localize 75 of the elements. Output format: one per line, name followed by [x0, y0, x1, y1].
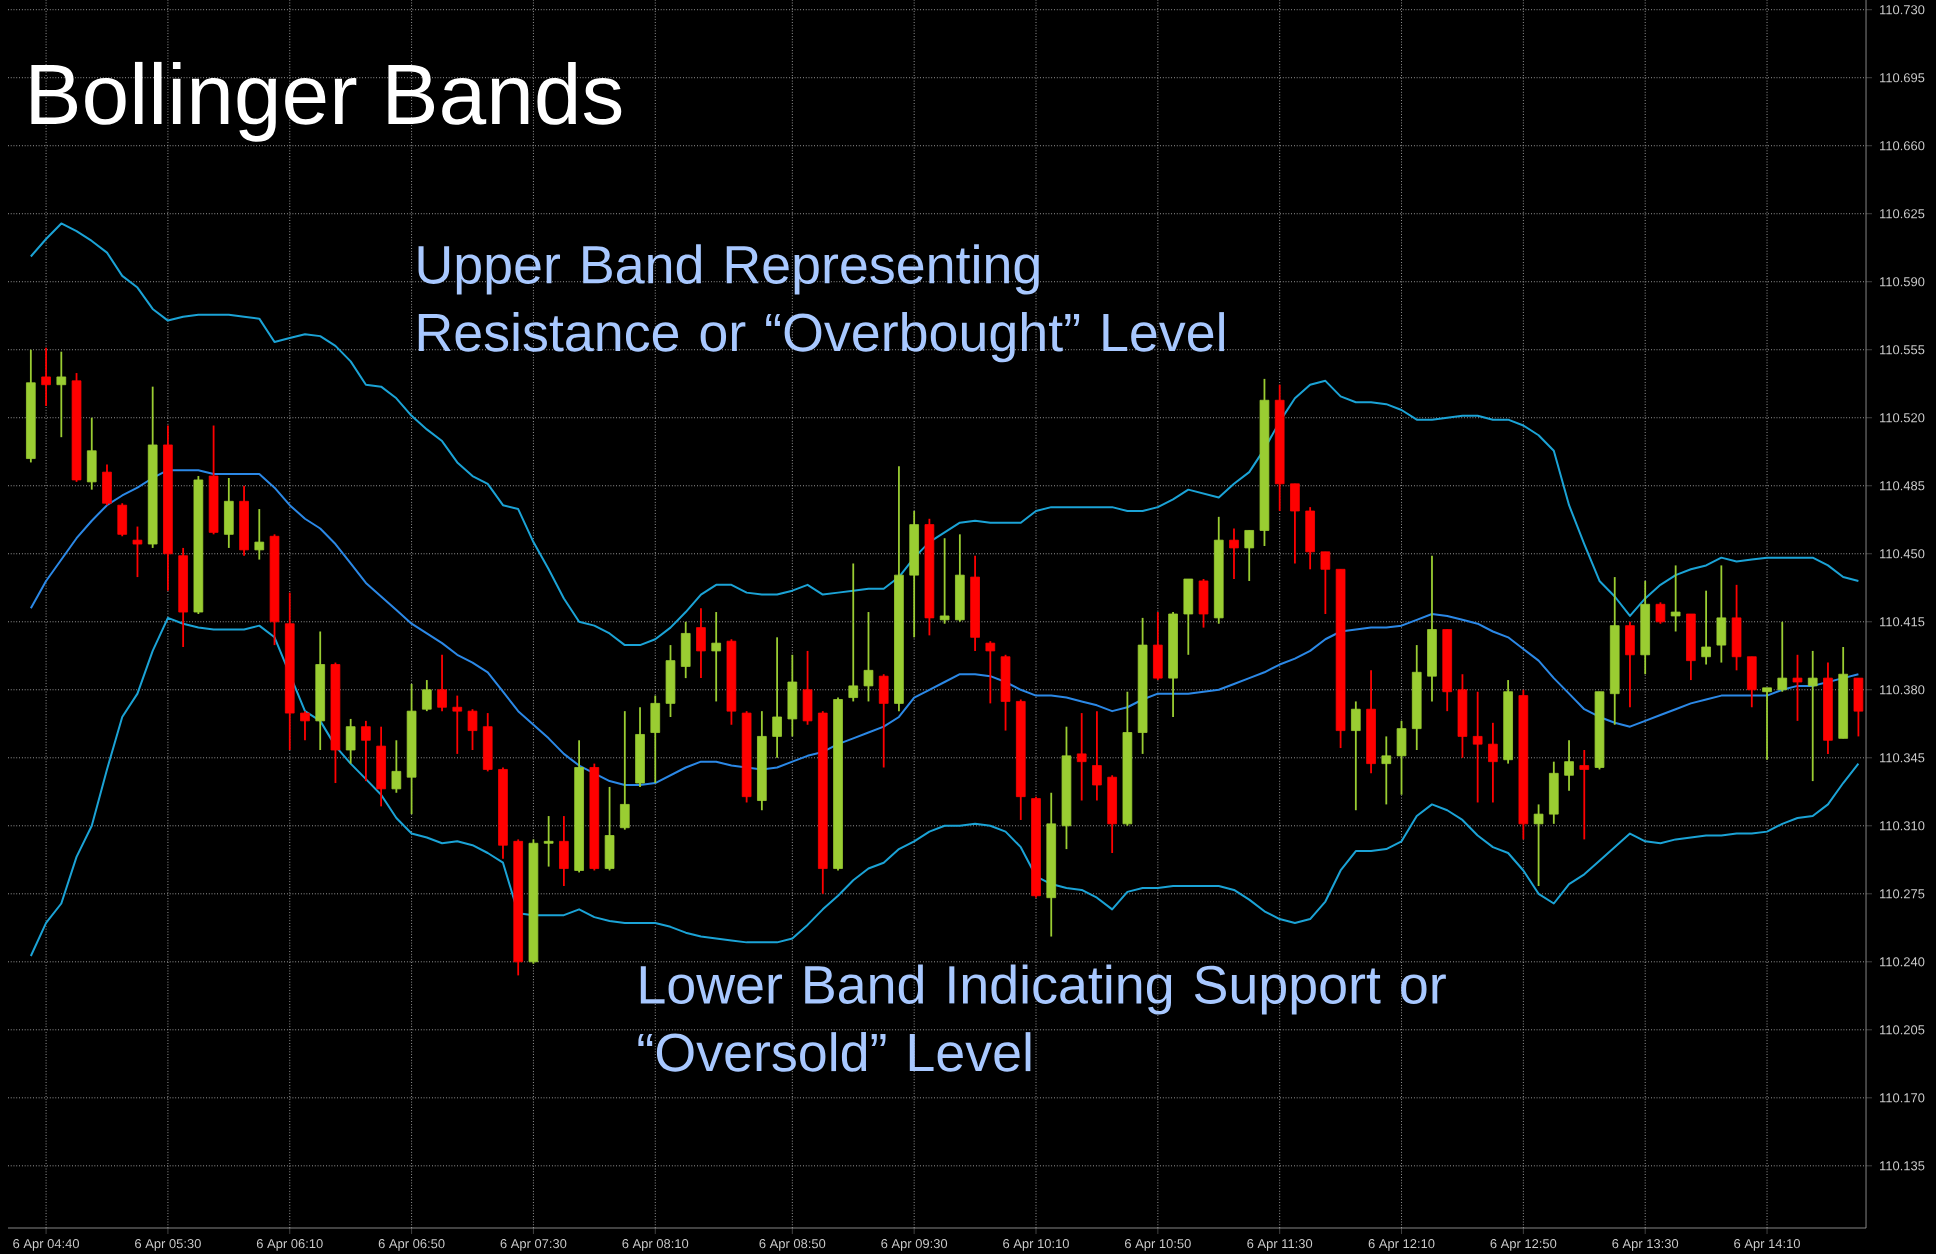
candlestick	[1229, 527, 1239, 580]
candlestick	[1625, 620, 1635, 709]
candlestick	[1731, 583, 1742, 672]
candlestick	[391, 739, 402, 794]
candlestick	[224, 477, 234, 549]
candlestick	[1488, 721, 1498, 804]
candlestick	[1762, 686, 1772, 761]
candlestick	[1533, 803, 1544, 887]
candlestick	[1427, 554, 1437, 703]
candlestick	[86, 416, 97, 491]
candlestick	[696, 607, 706, 680]
candlestick	[1472, 690, 1483, 804]
candlestick	[1701, 589, 1711, 666]
candlestick	[1351, 700, 1361, 812]
candlestick	[619, 710, 630, 831]
candlestick	[254, 508, 265, 561]
annotation: Upper Band Representing Resistance or “Overbought” Level	[418, 244, 1224, 363]
candlestick	[41, 346, 51, 407]
candlestick	[1396, 719, 1407, 796]
candlestick	[1686, 613, 1696, 681]
candlestick	[665, 644, 676, 718]
candlestick	[1092, 710, 1102, 802]
candlestick	[559, 815, 569, 887]
candlestick	[1381, 735, 1392, 806]
candlestick	[56, 350, 67, 439]
candlestick	[300, 710, 310, 742]
candlestick	[132, 525, 143, 578]
candlestick	[1853, 677, 1864, 738]
candlestick	[1807, 650, 1818, 782]
candlestick	[1746, 655, 1757, 709]
candlestick	[787, 653, 798, 738]
candlestick	[939, 537, 950, 625]
candlestick	[680, 620, 691, 680]
candlestick	[361, 719, 371, 782]
candlestick	[1290, 482, 1300, 565]
candlestick	[437, 653, 447, 713]
candlestick	[345, 718, 356, 765]
candlestick	[467, 708, 478, 751]
candlestick	[422, 679, 432, 713]
candlestick	[1107, 774, 1117, 854]
candlestick	[1183, 578, 1194, 656]
candlestick	[863, 611, 874, 703]
candlestick	[1777, 620, 1788, 693]
candlestick	[772, 636, 782, 759]
candlestick	[1564, 739, 1574, 792]
candlestick	[1305, 506, 1315, 571]
candlestick	[1244, 529, 1255, 582]
candlestick	[848, 562, 859, 703]
candlestick	[102, 463, 112, 507]
candlestick	[452, 694, 463, 755]
candlestick	[376, 725, 386, 808]
candlestick	[1716, 564, 1727, 664]
candlestick	[604, 786, 615, 872]
candlestick	[117, 502, 128, 538]
candlestick	[1792, 653, 1803, 722]
candlestick	[985, 640, 996, 705]
candlestick	[955, 533, 965, 623]
candlestick	[1076, 712, 1087, 802]
candlestick	[802, 650, 813, 726]
candlestick	[878, 673, 889, 769]
annotation: Lower Band Indicating Support or “Oversold” Level	[638, 964, 1446, 1072]
candlestick	[1655, 601, 1666, 625]
candlestick	[1670, 564, 1681, 633]
candlestick	[1000, 653, 1011, 732]
candlestick	[711, 611, 721, 703]
candlestick	[482, 712, 493, 773]
candlestick	[543, 815, 554, 868]
candlestick	[1198, 578, 1209, 629]
candlestick	[650, 694, 661, 784]
text: Bollinger Bands	[31, 61, 622, 142]
candlestick	[1579, 749, 1590, 841]
candlestick	[1549, 760, 1559, 825]
candlestick	[1153, 611, 1163, 681]
candlestick	[1320, 550, 1331, 615]
candlestick	[1457, 673, 1468, 759]
